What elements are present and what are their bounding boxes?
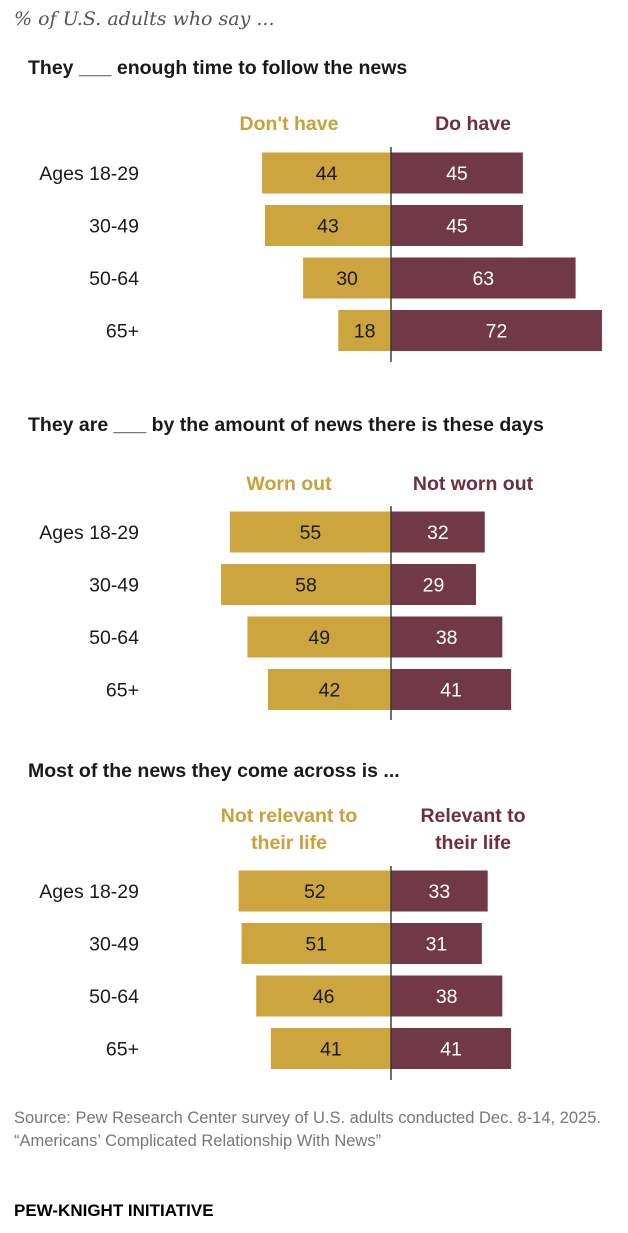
data-label-right: 41: [440, 680, 462, 702]
data-label-left: 30: [336, 268, 358, 290]
bar-right: [391, 152, 523, 194]
data-label-right: 45: [446, 216, 468, 238]
data-label-left: 49: [308, 627, 330, 649]
source-note: Source: Pew Research Center survey of U.…: [14, 1107, 620, 1153]
bar-right: [391, 564, 476, 605]
data-label-left: 51: [305, 934, 327, 956]
source-line: Source: Pew Research Center survey of U.…: [14, 1109, 601, 1127]
category-label: Ages 18-29: [39, 163, 139, 185]
category-label: 50-64: [89, 268, 139, 290]
legend-label-left: Worn out: [246, 473, 332, 495]
bar-right: [391, 923, 482, 964]
category-label: 65+: [106, 680, 139, 702]
legend-label-right: their life: [435, 832, 511, 854]
legend-label-left: Not relevant to: [221, 805, 358, 827]
bar-left: [265, 205, 391, 246]
data-label-left: 58: [295, 575, 317, 597]
category-label: Ages 18-29: [39, 522, 139, 544]
chart-subtitle: % of U.S. adults who say ...: [14, 8, 275, 30]
bar-right: [391, 511, 485, 553]
data-label-right: 72: [486, 321, 508, 343]
data-label-right: 63: [472, 268, 494, 290]
data-label-right: 41: [440, 1039, 462, 1061]
category-label: 30-49: [89, 575, 139, 597]
bar-left: [241, 923, 391, 964]
bar-left: [256, 975, 391, 1017]
bar-right: [391, 310, 602, 351]
bar-left: [270, 1028, 391, 1069]
bar-left: [221, 564, 391, 605]
data-label-left: 44: [316, 163, 338, 185]
bar-left: [338, 310, 391, 351]
bar-left: [229, 511, 391, 553]
category-label: 50-64: [89, 627, 139, 649]
data-label-right: 38: [436, 627, 458, 649]
data-label-left: 42: [319, 680, 341, 702]
report-title-line: “Americans’ Complicated Relationship Wit…: [14, 1132, 382, 1150]
category-label: 50-64: [89, 986, 139, 1008]
data-label-left: 18: [354, 321, 376, 343]
bar-left: [303, 257, 391, 299]
bar-right: [391, 975, 503, 1017]
data-label-left: 52: [304, 881, 326, 903]
legend-label-left: Don't have: [240, 113, 339, 135]
category-label: 30-49: [89, 216, 139, 238]
panel-title-worn-out: They are ___ by the amount of news there…: [28, 414, 544, 436]
panel-title-time: They ___ enough time to follow the news: [28, 57, 408, 79]
data-label-left: 41: [320, 1039, 342, 1061]
category-label: Ages 18-29: [39, 881, 139, 903]
legend-label-right: Relevant to: [420, 805, 525, 827]
brand-logo-text: PEW-KNIGHT INITIATIVE: [14, 1201, 214, 1220]
data-label-right: 31: [426, 934, 448, 956]
bar-left: [238, 870, 391, 912]
bar-right: [391, 669, 512, 710]
category-label: 30-49: [89, 934, 139, 956]
legend-label-right: Not worn out: [413, 473, 534, 495]
data-label-right: 38: [436, 986, 458, 1008]
data-label-right: 33: [428, 881, 450, 903]
data-label-left: 46: [313, 986, 335, 1008]
category-label: 65+: [106, 321, 139, 343]
data-label-right: 45: [446, 163, 468, 185]
data-label-right: 32: [427, 522, 449, 544]
category-label: 65+: [106, 1039, 139, 1061]
bar-right: [391, 1028, 512, 1069]
data-label-left: 55: [300, 522, 322, 544]
data-label-right: 29: [423, 575, 445, 597]
bar-right: [391, 205, 523, 246]
bar-right: [391, 616, 503, 658]
bar-left: [247, 616, 391, 658]
data-label-left: 43: [317, 216, 339, 238]
panel-title-relevance: Most of the news they come across is ...: [28, 760, 400, 782]
bar-right: [391, 870, 488, 912]
legend-label-right: Do have: [435, 113, 511, 135]
bar-left: [267, 669, 391, 710]
bar-left: [262, 152, 391, 194]
legend-label-left: their life: [251, 832, 327, 854]
bar-right: [391, 257, 576, 299]
